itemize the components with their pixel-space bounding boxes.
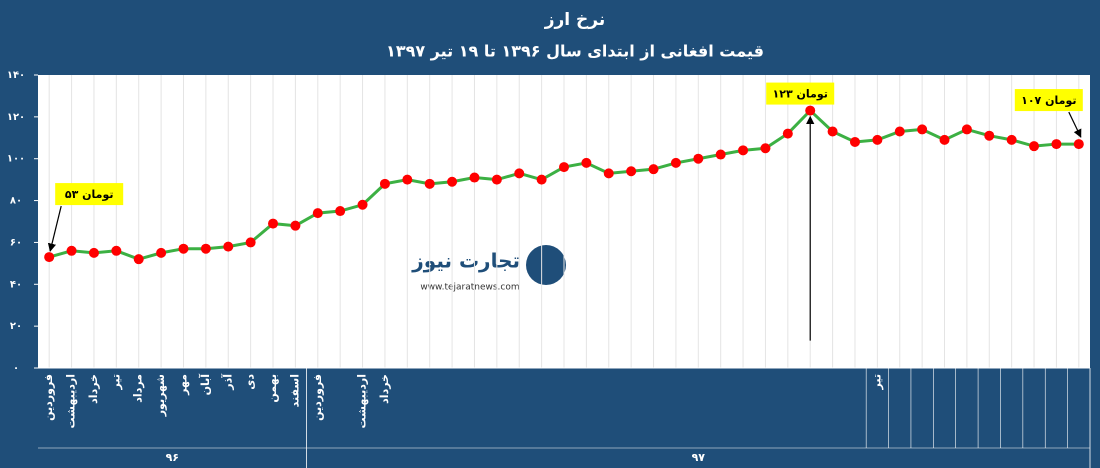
y-tick-label: ۴۰ bbox=[10, 279, 22, 290]
data-point bbox=[670, 157, 681, 168]
data-point bbox=[693, 153, 704, 164]
data-point bbox=[872, 134, 883, 145]
data-point bbox=[917, 124, 928, 135]
x-tick-label: شهریور bbox=[154, 374, 167, 417]
data-point bbox=[805, 105, 816, 116]
data-point bbox=[133, 254, 144, 265]
data-point bbox=[223, 241, 234, 252]
data-point bbox=[738, 145, 749, 156]
data-point bbox=[894, 126, 905, 137]
data-point bbox=[335, 206, 346, 217]
data-point bbox=[961, 124, 972, 135]
annotation-arrow bbox=[1068, 111, 1082, 138]
data-point bbox=[66, 245, 77, 256]
x-tick-label: اردیبهشت bbox=[356, 374, 369, 428]
x-tick-label: بهمن bbox=[266, 374, 279, 403]
annotation-arrow bbox=[47, 205, 62, 252]
data-point bbox=[782, 128, 793, 139]
data-point bbox=[44, 252, 55, 263]
data-point bbox=[156, 247, 167, 258]
data-point bbox=[984, 130, 995, 141]
data-point bbox=[402, 174, 413, 185]
data-point bbox=[849, 136, 860, 147]
watermark-url: www.tejaratnews.com bbox=[420, 283, 519, 293]
annotation-box bbox=[1014, 89, 1083, 112]
data-point bbox=[581, 157, 592, 168]
data-point bbox=[939, 134, 950, 145]
x-tick-label: آذر bbox=[220, 374, 234, 391]
annotation-box bbox=[55, 183, 124, 206]
x-tick-label: فروردین bbox=[42, 374, 55, 421]
data-point bbox=[827, 126, 838, 137]
annotation-label: ۱۰۷ تومان bbox=[1021, 94, 1076, 107]
y-tick-label: ۱۴۰ bbox=[7, 70, 25, 81]
annotation-label: ۱۲۳ تومان bbox=[773, 88, 828, 101]
data-point bbox=[447, 176, 458, 187]
data-point bbox=[648, 164, 659, 175]
x-tick-label: مرداد bbox=[132, 374, 145, 403]
data-point bbox=[626, 166, 637, 177]
data-point bbox=[88, 247, 99, 258]
watermark-icon bbox=[526, 245, 566, 285]
y-tick-label: ۱۲۰ bbox=[7, 112, 25, 123]
x-tick-label: تیر bbox=[870, 374, 883, 390]
x-group-label: ۹۶ bbox=[166, 451, 179, 464]
data-point bbox=[178, 243, 189, 254]
data-point bbox=[357, 199, 368, 210]
x-tick-label: اردیبهشت bbox=[65, 374, 78, 428]
x-tick-label: مهر bbox=[176, 374, 189, 396]
data-point bbox=[424, 178, 435, 189]
data-point bbox=[200, 243, 211, 254]
data-point bbox=[536, 174, 547, 185]
data-point bbox=[268, 218, 279, 229]
data-point bbox=[1051, 139, 1062, 150]
watermark: تجارت نیوز www.tejaratnews.com bbox=[408, 230, 570, 300]
data-point bbox=[1006, 134, 1017, 145]
data-point bbox=[491, 174, 502, 185]
x-tick-label: فروردین bbox=[311, 374, 324, 421]
data-point bbox=[111, 245, 122, 256]
x-tick-label: اسفند bbox=[288, 374, 301, 407]
y-tick-label: ۱۰۰ bbox=[7, 154, 25, 165]
data-point bbox=[715, 149, 726, 160]
chart-subtitle: قیمت افغانی از ابتدای سال ۱۳۹۶ تا ۱۹ تیر… bbox=[386, 42, 764, 61]
x-tick-label: خرداد bbox=[378, 374, 391, 404]
data-point bbox=[559, 162, 569, 173]
watermark-name: تجارت نیوز bbox=[411, 249, 520, 273]
data-point bbox=[312, 208, 323, 219]
data-point bbox=[379, 178, 390, 189]
annotation-box bbox=[766, 82, 835, 105]
data-point bbox=[1073, 139, 1084, 150]
data-point bbox=[603, 168, 614, 179]
x-tick-label: خرداد bbox=[87, 374, 100, 404]
x-tick-label: آبان bbox=[198, 374, 212, 396]
data-point bbox=[514, 168, 525, 179]
y-tick-label: ۰ bbox=[13, 363, 19, 374]
y-tick-label: ۲۰ bbox=[10, 321, 22, 332]
data-point bbox=[760, 143, 771, 154]
x-group-label: ۹۷ bbox=[692, 451, 706, 464]
x-tick-label: تیر bbox=[109, 374, 122, 390]
chart-title: نرخ ارز bbox=[544, 10, 606, 30]
x-tick-label: دی bbox=[244, 374, 257, 390]
data-point bbox=[1029, 141, 1040, 152]
data-point bbox=[469, 172, 480, 183]
data-point bbox=[290, 220, 301, 231]
watermark-box bbox=[408, 230, 570, 300]
annotation-label: ۵۳ تومان bbox=[65, 188, 114, 201]
y-tick-label: ۸۰ bbox=[10, 196, 22, 207]
data-point bbox=[245, 237, 256, 248]
y-tick-label: ۶۰ bbox=[10, 237, 22, 248]
